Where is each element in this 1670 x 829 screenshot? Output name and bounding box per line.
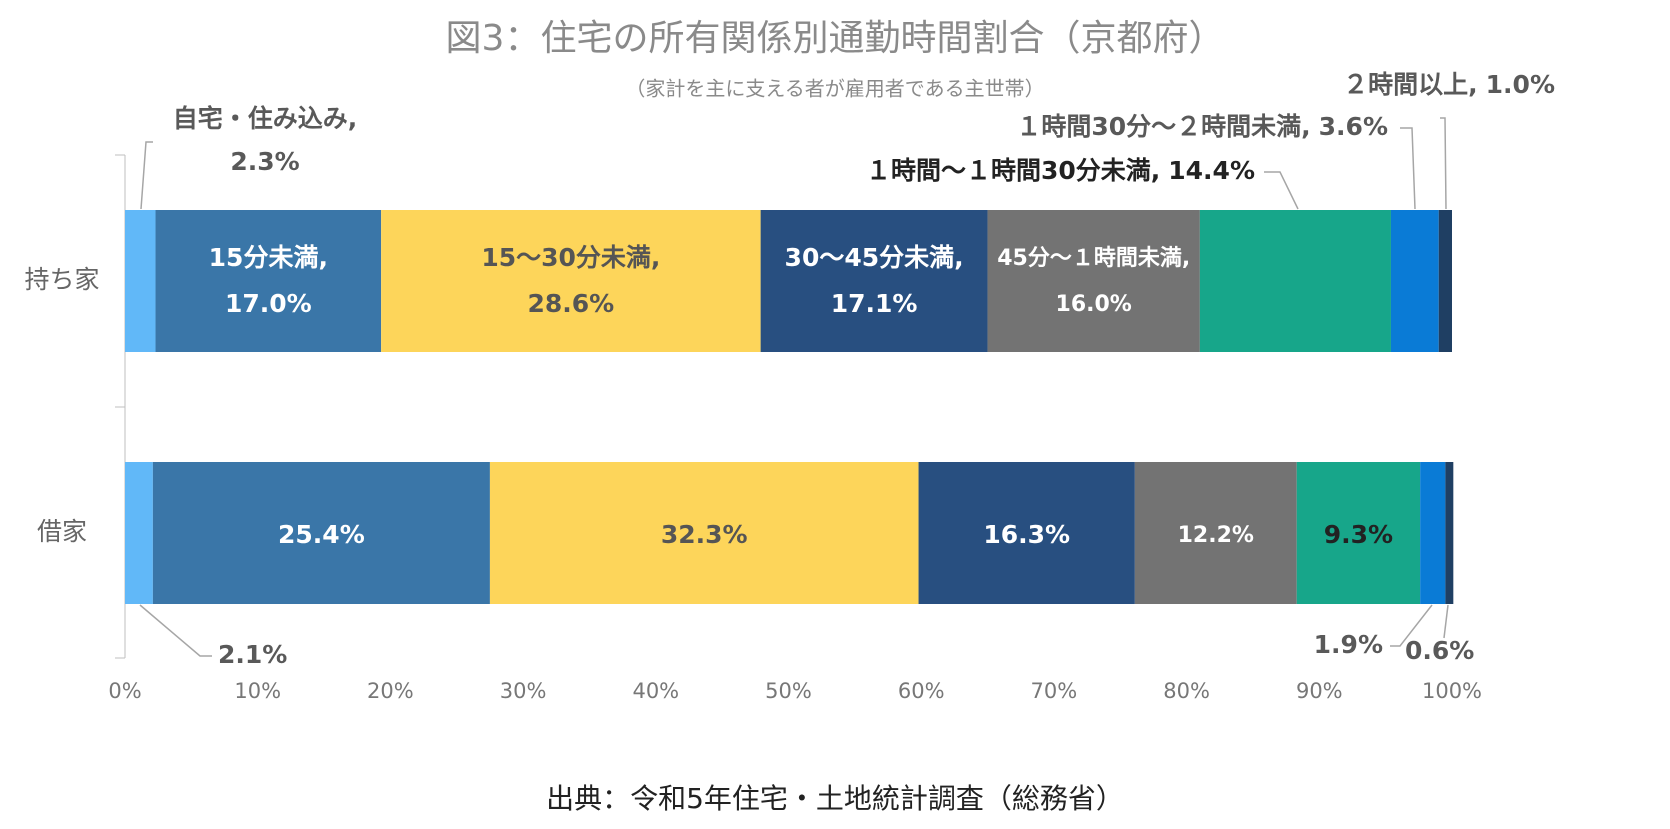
- data-label: 2.1%: [218, 640, 287, 669]
- data-label: 16.3%: [983, 520, 1070, 549]
- outside-label: ２時間以上, 1.0%: [1343, 70, 1555, 99]
- y-tick-label: 借家: [37, 517, 87, 546]
- segment-name-label: 30～45分未満,: [785, 243, 964, 272]
- leader-line: [140, 141, 153, 210]
- data-label: 17.0%: [225, 289, 312, 318]
- data-label: 32.3%: [661, 520, 748, 549]
- chart-subtitle: （家計を主に支える者が雇用者である主世帯）: [625, 77, 1044, 101]
- bar-segment: [155, 210, 382, 352]
- data-label: 28.6%: [528, 289, 615, 318]
- leader-line: [139, 604, 212, 657]
- leader-line: [1443, 604, 1449, 639]
- x-tick-label: 80%: [1163, 679, 1210, 703]
- bar-segment: [987, 210, 1200, 352]
- data-label: 17.1%: [831, 289, 918, 318]
- chart-title: 図3：住宅の所有関係別通勤時間割合（京都府）: [446, 18, 1225, 59]
- x-tick-label: 20%: [367, 679, 414, 703]
- data-label: 3.6%: [1319, 112, 1388, 141]
- leader-line: [1390, 604, 1433, 647]
- bar-segment: [1390, 210, 1439, 352]
- bar-segment: [381, 210, 761, 352]
- bar-segment: [1296, 462, 1421, 604]
- x-tick-label: 0%: [108, 679, 141, 703]
- y-tick-label: 持ち家: [24, 265, 99, 294]
- source-note: 出典：令和5年住宅・土地統計調査（総務省）: [546, 782, 1124, 815]
- data-label: 1.0%: [1486, 70, 1555, 99]
- x-tick-label: 90%: [1296, 679, 1343, 703]
- bar-segment: [1438, 210, 1452, 352]
- bar-segment: [125, 210, 156, 352]
- bar-segment: [1445, 462, 1454, 604]
- bar-segment: [918, 462, 1135, 604]
- segment-name-label: ２時間以上,: [1343, 70, 1478, 99]
- data-label: 14.4%: [1168, 156, 1255, 185]
- x-tick-label: 60%: [898, 679, 945, 703]
- segment-name-label: １時間～１時間30分未満,: [866, 156, 1160, 185]
- x-tick-label: 10%: [234, 679, 281, 703]
- bar-segment: [1199, 210, 1391, 352]
- x-tick-label: 50%: [765, 679, 812, 703]
- x-tick-label: 100%: [1422, 679, 1482, 703]
- bar-segment: [1420, 462, 1446, 604]
- bar-segment: [152, 462, 490, 604]
- segment-name-label: 45分～１時間未満,: [997, 245, 1190, 271]
- outside-label: １時間～１時間30分未満, 14.4%: [866, 156, 1255, 185]
- bar-segment: [125, 462, 153, 604]
- leader-line: [1400, 127, 1416, 210]
- data-label: 2.3%: [230, 147, 299, 176]
- data-label: 9.3%: [1324, 520, 1393, 549]
- segment-name-label: 15分未満,: [209, 243, 328, 272]
- x-tick-label: 40%: [632, 679, 679, 703]
- data-label: 25.4%: [278, 520, 365, 549]
- bar-segment: [760, 210, 988, 352]
- outside-label: １時間30分～２時間未満, 3.6%: [1016, 112, 1388, 141]
- data-label: 12.2%: [1178, 523, 1254, 548]
- data-label: 0.6%: [1405, 636, 1474, 665]
- leader-line: [1264, 171, 1299, 210]
- bar-segment: [489, 462, 919, 604]
- data-label: 16.0%: [1056, 292, 1132, 317]
- x-tick-label: 70%: [1031, 679, 1078, 703]
- x-tick-label: 30%: [500, 679, 547, 703]
- bar-segment: [1134, 462, 1297, 604]
- leader-line: [1440, 117, 1447, 210]
- segment-name-label: １時間30分～２時間未満,: [1016, 112, 1310, 141]
- segment-name-label: 15～30分未満,: [481, 243, 660, 272]
- segment-name-label: 自宅・住み込み,: [173, 104, 358, 133]
- data-label: 1.9%: [1314, 630, 1383, 659]
